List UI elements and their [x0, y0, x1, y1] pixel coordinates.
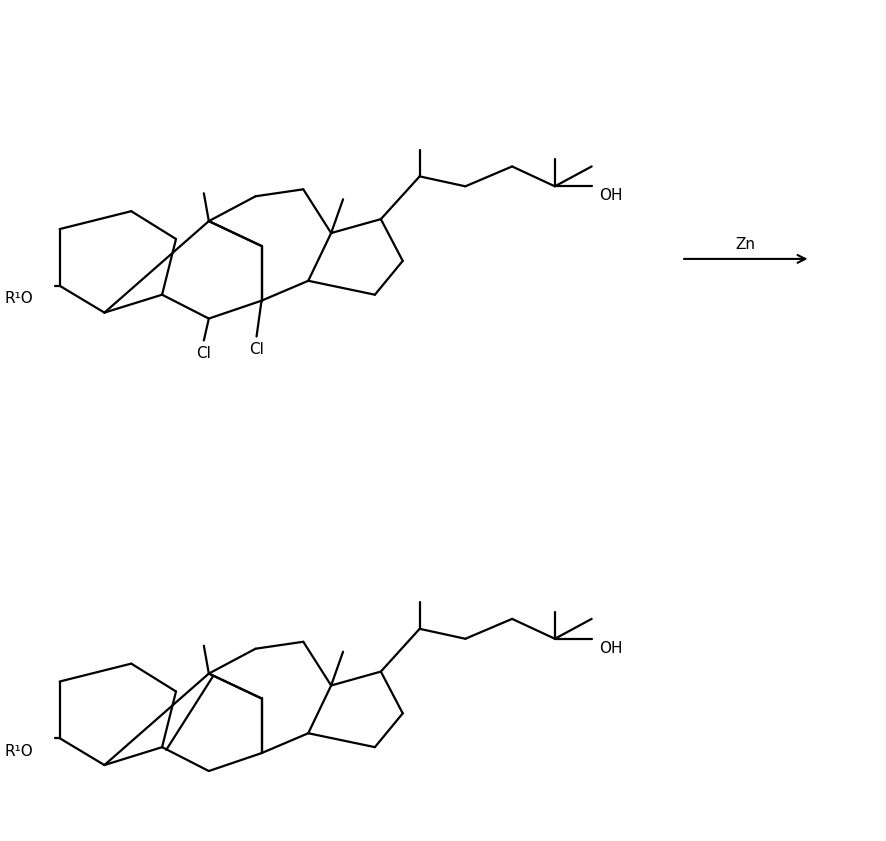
Text: OH: OH [600, 641, 623, 656]
Text: R¹O: R¹O [4, 291, 33, 306]
Text: Cl: Cl [197, 346, 211, 362]
Text: Cl: Cl [249, 342, 264, 357]
Text: Zn: Zn [735, 237, 756, 252]
Text: R¹O: R¹O [4, 743, 33, 759]
Text: OH: OH [600, 188, 623, 204]
